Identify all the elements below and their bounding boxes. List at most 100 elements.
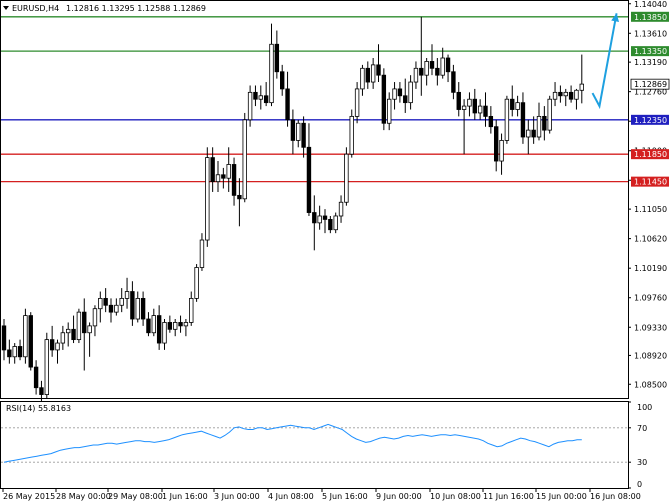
candle-body-72 [386, 98, 392, 124]
candle-body-40 [215, 174, 221, 183]
candle-body-80 [429, 61, 435, 69]
time-tick-label-8: 10 Jun 08:00 [430, 492, 481, 501]
time-tick-label-4: 3 Jun 00:00 [214, 492, 260, 501]
candle-body-108 [579, 83, 584, 91]
candle-body-27 [146, 318, 151, 334]
candle-body-14 [76, 311, 82, 341]
candle-body-21 [114, 304, 119, 313]
candle-body-39 [210, 157, 215, 183]
candle-body-78 [419, 67, 424, 76]
price-tick-label-0: 1.14040 [634, 0, 667, 9]
level-tag-4: 1.11450 [634, 178, 667, 187]
candle-body-94 [504, 98, 510, 141]
forecast-arrow [591, 13, 620, 110]
candle-body-10 [55, 342, 60, 351]
candle-body-58 [312, 212, 317, 224]
candle-body-20 [108, 304, 114, 313]
candle-body-69 [370, 64, 376, 83]
candle-body-97 [520, 102, 526, 138]
candle-body-59 [317, 215, 322, 224]
candle-body-64 [344, 153, 349, 203]
level-tag-bg-3 [631, 149, 669, 160]
candle-body-99 [531, 129, 536, 138]
candle-body-23 [124, 291, 130, 299]
price-tick-label-10: 1.09760 [634, 294, 667, 303]
candle-body-102 [547, 98, 552, 131]
candle-body-63 [338, 201, 344, 217]
candle-body-0 [1, 325, 7, 351]
candle-body-68 [365, 67, 370, 83]
candle-body-41 [221, 174, 226, 179]
price-tick-label-12: 1.08920 [634, 351, 667, 360]
time-tick-label-6: 5 Jun 16:00 [322, 492, 368, 501]
price-tick-label-11: 1.09330 [634, 323, 667, 332]
level-tag-2: 1.12350 [634, 116, 667, 125]
rsi-tick-label-3: 0 [637, 480, 642, 489]
candle-body-100 [536, 115, 542, 138]
candle-body-43 [231, 164, 237, 196]
candle-body-9 [49, 339, 55, 351]
candle-body-18 [98, 298, 103, 310]
candle-body-87 [467, 98, 472, 107]
dropdown-triangle-icon[interactable] [3, 6, 9, 10]
level-tag-3: 1.11850 [634, 150, 667, 159]
candle-body-65 [349, 115, 354, 155]
rsi-header: RSI(14) 55.8163 [6, 404, 71, 413]
rsi-series [3, 423, 582, 463]
candle-body-91 [488, 115, 494, 128]
price-tick-label-1: 1.13610 [634, 29, 667, 38]
candle-body-101 [542, 115, 547, 131]
horizontal-levels [1, 16, 628, 183]
candle-body-38 [205, 157, 210, 241]
candle-body-5 [28, 315, 33, 368]
time-tick-label-7: 9 Jun 00:00 [376, 492, 422, 501]
candle-body-32 [172, 322, 178, 330]
candle-body-2 [12, 346, 17, 358]
chart-header-symbol: EURUSD,H4 [12, 4, 59, 13]
rsi-axis: 100 70 30 0 [628, 401, 652, 489]
candle-body-4 [23, 315, 28, 358]
candle-body-16 [87, 325, 92, 334]
candle-body-7 [39, 387, 44, 395]
candle-body-90 [483, 105, 488, 117]
candle-body-62 [333, 215, 338, 231]
rsi-panel[interactable]: 100 70 30 0 RSI(14) 55.8163 [0, 401, 653, 490]
candle-body-46 [247, 91, 253, 121]
candle-body-52 [279, 71, 285, 90]
candle-body-13 [71, 328, 76, 341]
candle-body-35 [189, 298, 194, 323]
candle-body-37 [199, 239, 205, 268]
candle-body-105 [563, 91, 568, 97]
price-tick-label-9: 1.10190 [634, 264, 667, 273]
candle-body-3 [17, 346, 23, 358]
candle-body-66 [354, 88, 360, 117]
candle-body-6 [33, 366, 39, 389]
candle-body-45 [242, 119, 247, 200]
candle-body-54 [290, 119, 296, 141]
candlestick-series [1, 16, 584, 402]
candle-body-12 [66, 328, 71, 334]
candle-body-70 [376, 64, 381, 76]
level-tag-1: 1.13350 [634, 47, 667, 56]
candle-body-26 [140, 298, 146, 320]
candle-body-76 [408, 81, 413, 104]
candle-body-79 [424, 61, 429, 76]
candle-body-103 [552, 91, 558, 100]
main-panel[interactable]: 1.140401.136101.131901.127601.123301.119… [0, 0, 670, 402]
chart-header-ohlc: 1.12816 1.13295 1.12588 1.12869 [66, 4, 206, 13]
candle-body-1 [7, 349, 12, 358]
candle-body-98 [526, 129, 531, 138]
candle-body-92 [493, 126, 499, 162]
candle-body-60 [322, 215, 328, 220]
candle-body-55 [296, 122, 301, 141]
current-price-tag-bg [630, 78, 670, 90]
candle-body-61 [328, 219, 333, 231]
candle-body-73 [392, 88, 397, 100]
candle-body-93 [499, 140, 504, 162]
candle-body-56 [301, 122, 306, 148]
level-tag-bg-2 [631, 114, 669, 125]
price-axis: 1.140401.136101.131901.127601.123301.119… [628, 0, 667, 389]
candle-body-74 [397, 88, 403, 97]
